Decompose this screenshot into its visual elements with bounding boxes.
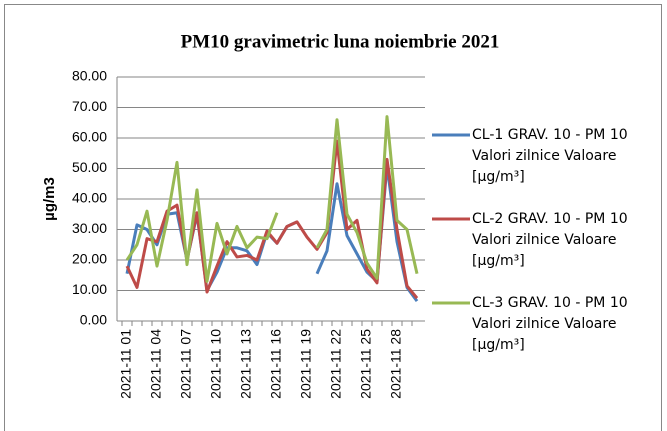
x-tick-label: 2021-11 25 — [358, 329, 374, 399]
x-tick-label: 2021-11 07 — [178, 329, 194, 399]
legend-label: CL-3 GRAV. 10 - PM 10 Valori zilnice Val… — [472, 295, 628, 353]
x-tick-label: 2021-11 16 — [268, 329, 284, 399]
y-tick-label: 80.00 — [72, 68, 107, 84]
x-tick-label: 2021-11 01 — [118, 329, 134, 399]
x-tick-label: 2021-11 04 — [148, 329, 164, 399]
y-axis-label: µg/m3 — [41, 177, 58, 221]
y-tick-label: 20.00 — [72, 251, 107, 267]
y-tick-label: 0.00 — [80, 312, 107, 328]
y-tick-label: 10.00 — [72, 281, 107, 297]
y-tick-label: 30.00 — [72, 220, 107, 236]
x-tick-label: 2021-11 13 — [238, 329, 254, 399]
series-line — [315, 115, 419, 280]
legend-label: CL-1 GRAV. 10 - PM 10 Valori zilnice Val… — [472, 127, 628, 185]
x-tick-label: 2021-11 19 — [298, 329, 314, 399]
legend-label: CL-2 GRAV. 10 - PM 10 Valori zilnice Val… — [472, 211, 628, 269]
x-tick-label: 2021-11 28 — [388, 329, 404, 399]
x-tick-label: 2021-11 22 — [328, 329, 344, 399]
series-line — [315, 163, 419, 303]
x-tick-label: 2021-11 10 — [208, 329, 224, 399]
y-tick-label: 50.00 — [72, 159, 107, 175]
series-line — [125, 160, 279, 283]
y-tick-label: 60.00 — [72, 129, 107, 145]
y-tick-label: 40.00 — [72, 190, 107, 206]
y-tick-label: 70.00 — [72, 98, 107, 114]
series-line — [125, 139, 419, 300]
chart-title: PM10 gravimetric luna noiembrie 2021 — [181, 31, 500, 52]
